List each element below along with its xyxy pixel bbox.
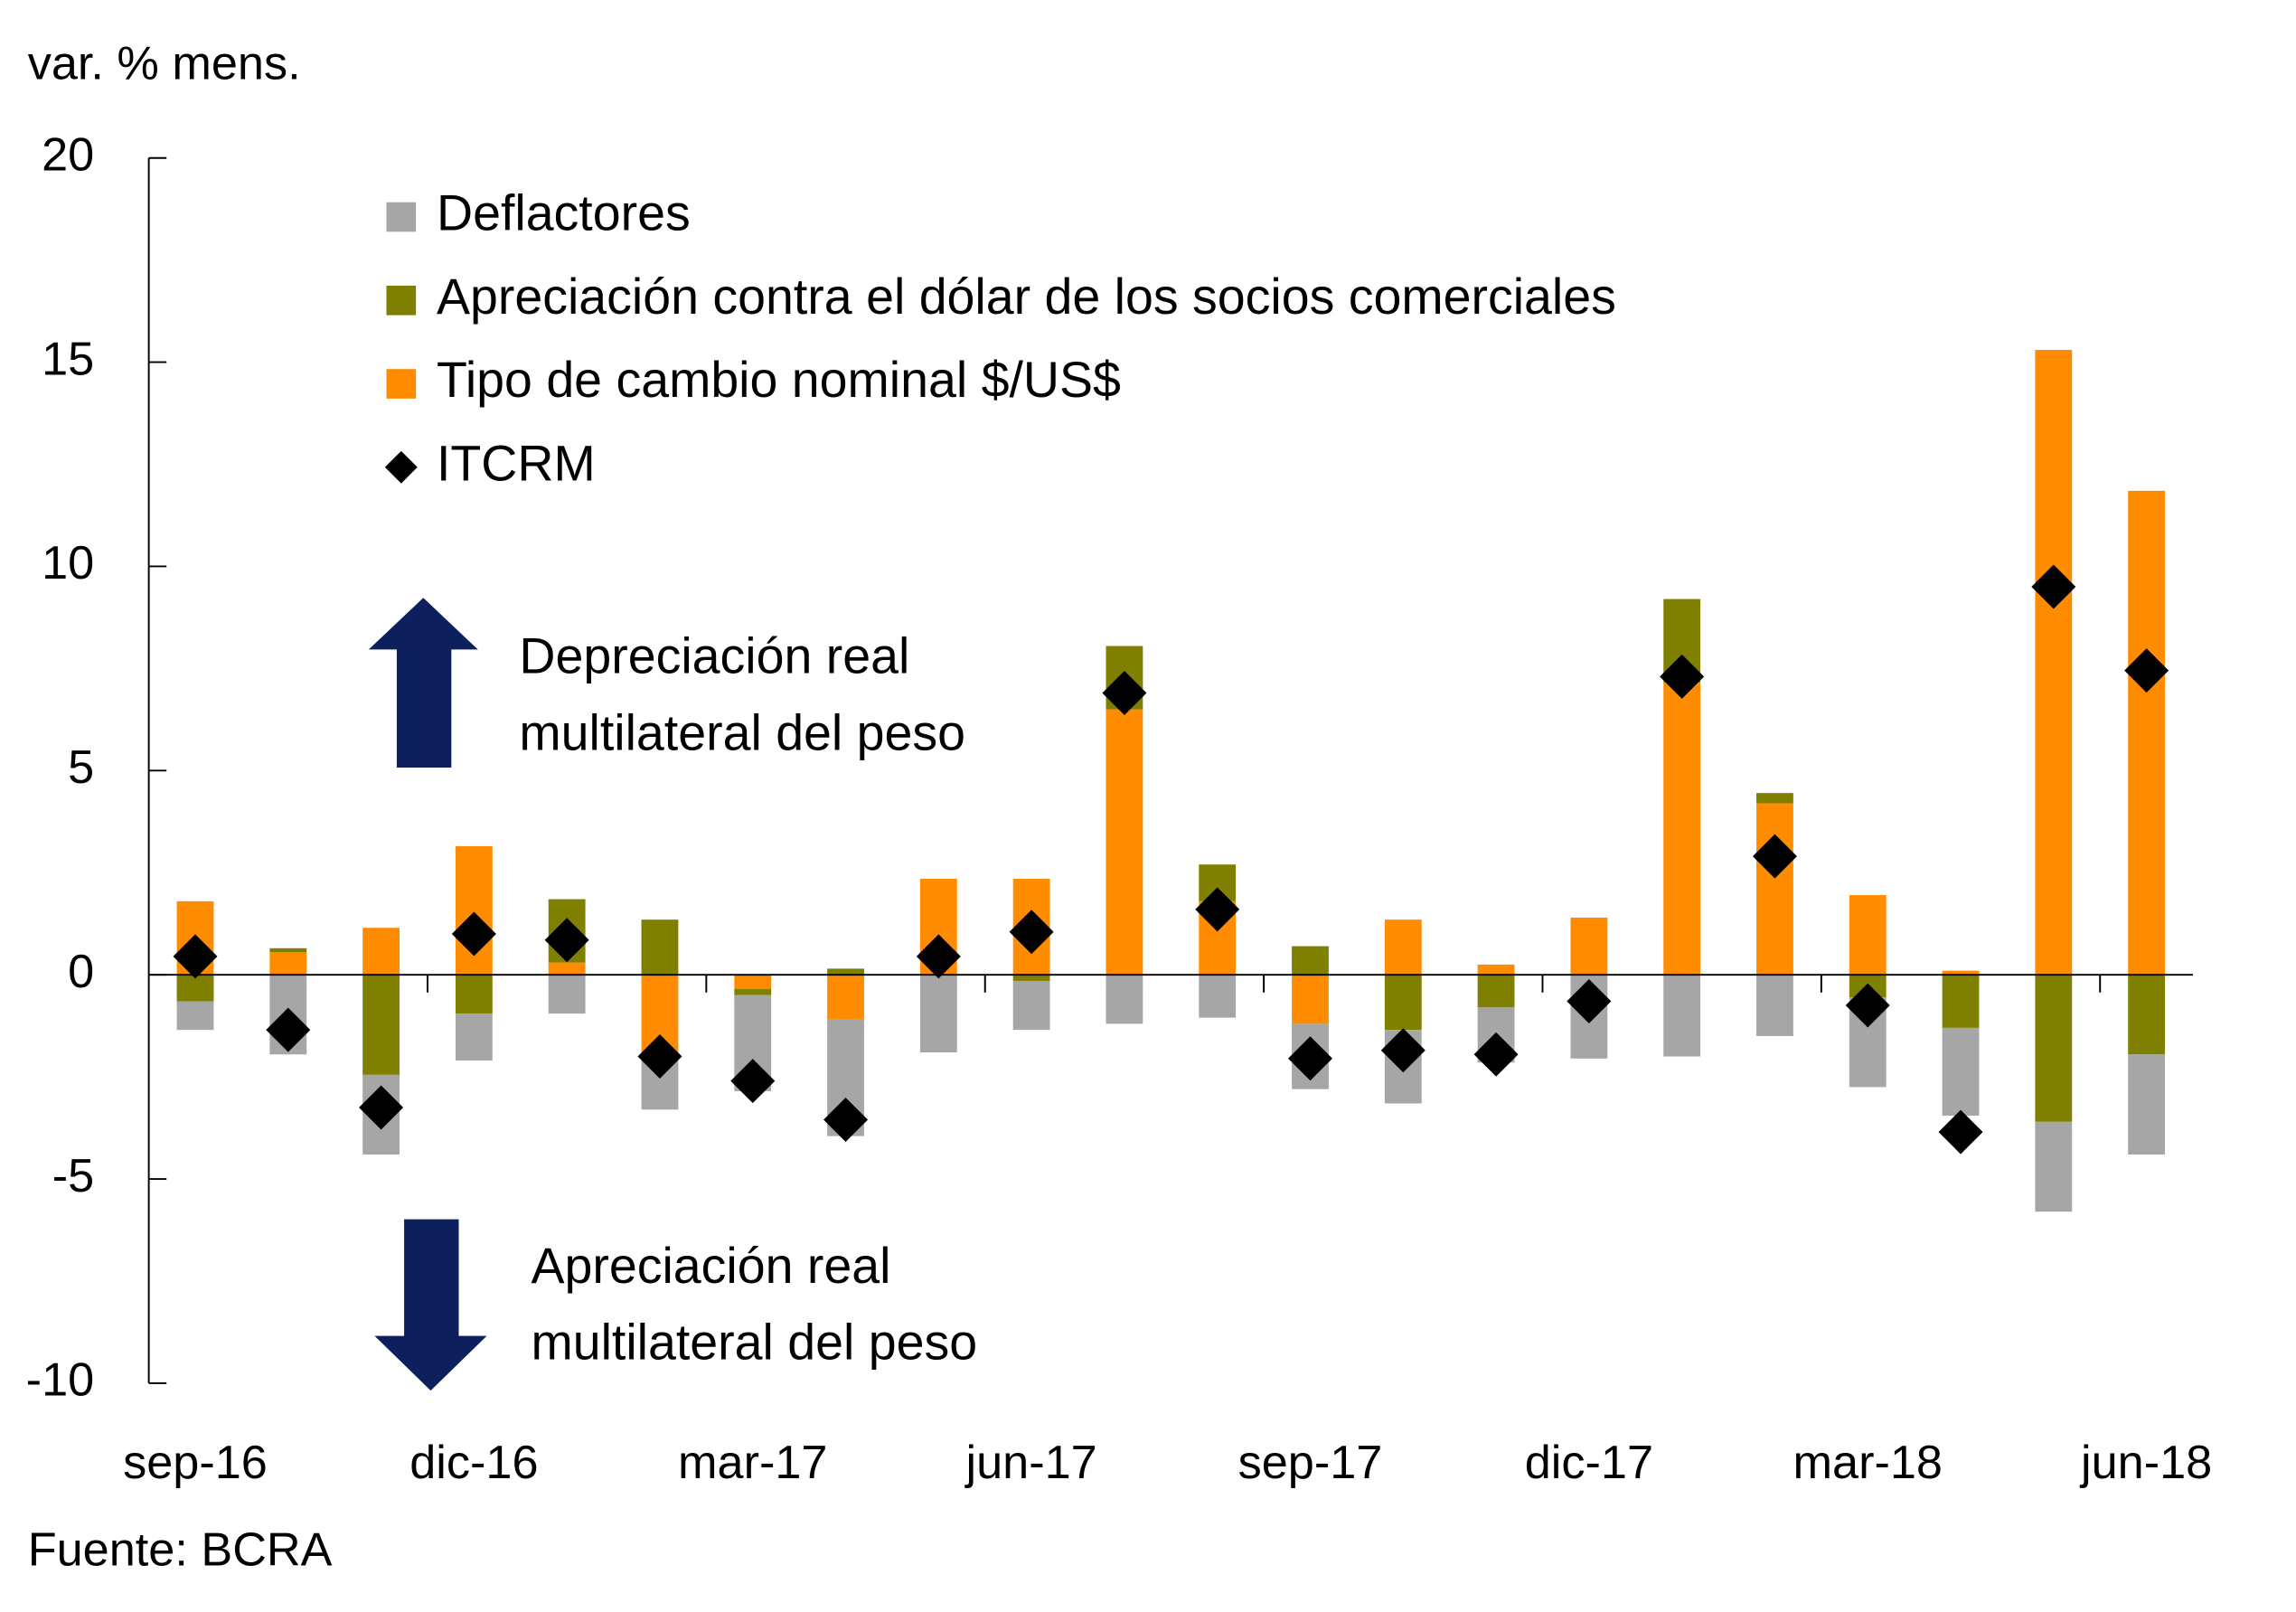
bar-segment: [641, 919, 679, 976]
bar-segment: [1756, 975, 1793, 1036]
y-tick-label: 0: [68, 946, 94, 998]
bar-segment: [2128, 490, 2166, 976]
annotation: Depreciación real: [519, 628, 909, 684]
bar-segment: [1756, 793, 1793, 804]
bar-segment: [2128, 975, 2166, 1055]
legend-label: Apreciación contra el dólar de los socio…: [437, 269, 1616, 325]
bar-segment: [455, 975, 493, 1014]
itcrm-marker: [1660, 654, 1705, 699]
legend-swatch: [386, 369, 417, 399]
bar-segment: [1942, 1027, 1980, 1117]
bar-segment: [1663, 975, 1701, 1057]
down-arrow: [374, 1219, 487, 1391]
bar-segment: [2035, 975, 2073, 1122]
bar-segment: [1106, 975, 1143, 1024]
bar-segment: [362, 928, 400, 976]
bar-segment: [734, 988, 772, 995]
legend-swatch: [384, 450, 418, 484]
bar-segment: [1384, 919, 1422, 976]
bar-segment: [1106, 709, 1143, 976]
itcrm-marker: [916, 934, 961, 979]
bar-segment: [2128, 1054, 2166, 1155]
x-tick-label: dic-16: [409, 1437, 538, 1489]
y-tick-label: 5: [68, 741, 94, 794]
bar-segment: [1849, 895, 1887, 976]
bar-segment: [1292, 946, 1329, 976]
bar-segment: [734, 975, 772, 989]
bar-segment: [1477, 975, 1515, 1008]
x-tick-label: mar-18: [1793, 1437, 1943, 1489]
bar-segment: [1292, 975, 1329, 1024]
itcrm-marker: [1567, 979, 1612, 1024]
y-tick-label: -10: [26, 1354, 95, 1407]
bar-segment: [1942, 975, 1980, 1028]
x-tick-label: jun-18: [2079, 1437, 2212, 1489]
bar-segment: [1756, 803, 1793, 976]
bar-segment: [176, 975, 214, 1002]
annotation: Apreciación real: [531, 1238, 890, 1294]
bar-segment: [176, 1001, 214, 1031]
x-tick-label: mar-17: [678, 1437, 827, 1489]
bar-segment: [1384, 975, 1422, 1031]
itcrm-marker: [1938, 1109, 1983, 1155]
bar-segment: [548, 962, 586, 976]
bar-segment: [1012, 975, 1050, 981]
legend-label: Tipo de cambio nominal $/US$: [437, 352, 1121, 408]
bar-segment: [2035, 1121, 2073, 1212]
annotation: multilateral del peso: [531, 1315, 977, 1371]
bar-segment: [362, 975, 400, 1075]
source: Fuente: BCRA: [28, 1523, 333, 1576]
itcrm-marker: [1009, 910, 1054, 955]
itcrm-marker: [1102, 670, 1147, 715]
x-tick-label: sep-16: [123, 1437, 268, 1489]
annotation: multilateral del peso: [519, 704, 965, 760]
legend-swatch: [386, 285, 417, 316]
x-tick-label: jun-17: [965, 1437, 1097, 1489]
x-tick-label: dic-17: [1525, 1437, 1653, 1489]
legend-label: Deflactores: [437, 185, 691, 241]
bar-segment: [919, 975, 957, 1053]
y-tick-label: -5: [52, 1150, 94, 1202]
bar-segment: [548, 975, 586, 1014]
bar-segment: [1942, 970, 1980, 976]
up-arrow: [368, 598, 478, 768]
bar-segment: [2035, 350, 2073, 976]
legend-label: ITCRM: [437, 435, 596, 491]
y-axis-label: var. % mens.: [28, 37, 301, 90]
bar-segment: [827, 968, 864, 976]
legend-swatch: [386, 202, 417, 232]
bar-segment: [827, 975, 864, 1020]
x-tick-label: sep-17: [1238, 1437, 1383, 1489]
bar-segment: [455, 1013, 493, 1061]
bar-segment: [1663, 683, 1701, 976]
bar-segment: [1570, 917, 1608, 976]
bar-segment: [1477, 964, 1515, 976]
y-tick-label: 10: [42, 537, 94, 589]
bar-segment: [269, 947, 307, 953]
y-tick-label: 15: [42, 333, 94, 385]
y-tick-label: 20: [42, 129, 94, 182]
bar-segment: [1199, 975, 1237, 1018]
bar-segment: [1012, 980, 1050, 1031]
bar-segment: [269, 952, 307, 976]
